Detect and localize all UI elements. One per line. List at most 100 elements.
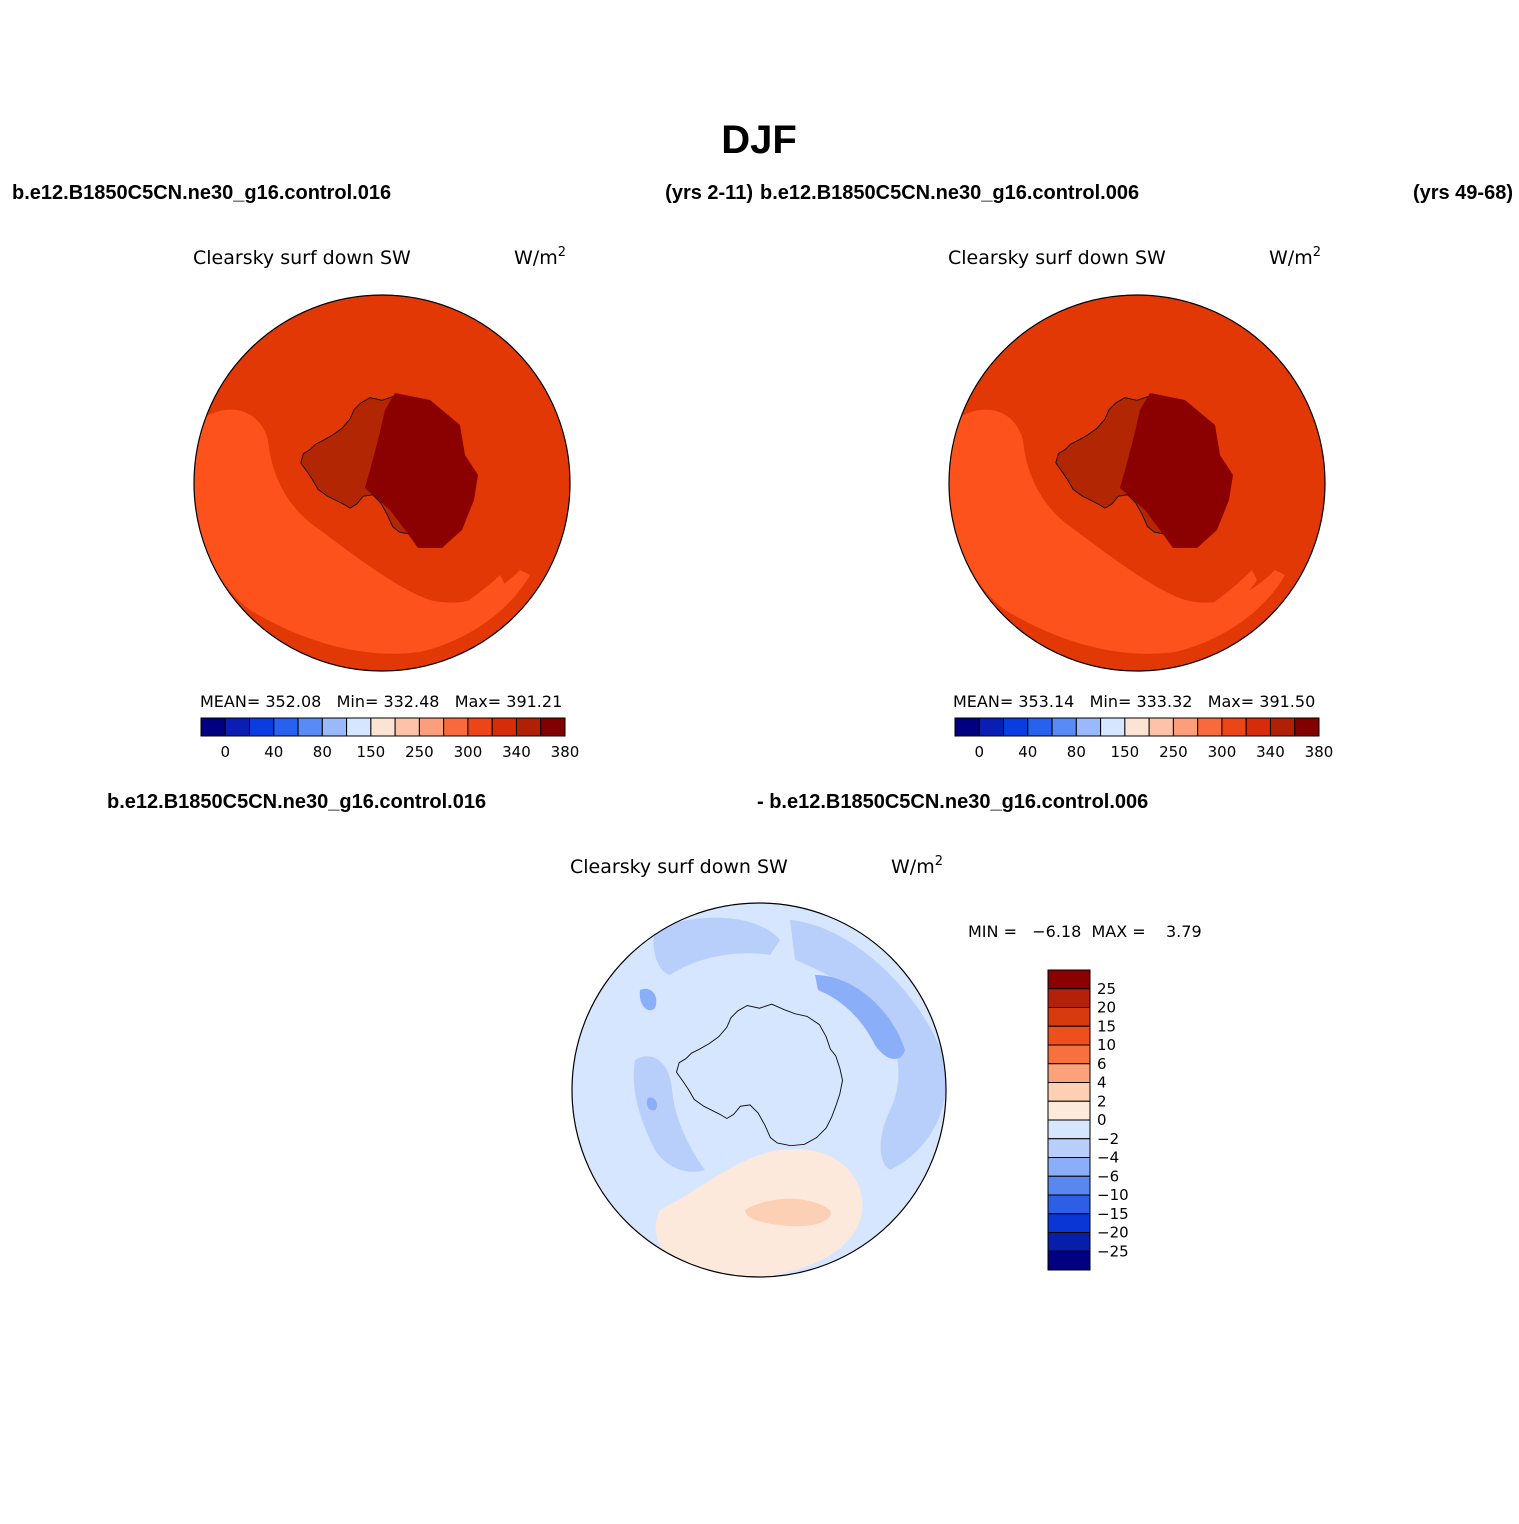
colorbar-box <box>394 717 420 737</box>
colorbar-tick-label: 10 <box>1097 1036 1116 1054</box>
colorbar-box <box>249 717 275 737</box>
panel1-variable: Clearsky surf down SW <box>193 247 411 269</box>
panel2-variable: Clearsky surf down SW <box>948 247 1166 269</box>
colorbar-tick-label: 150 <box>357 743 386 761</box>
colorbar-box <box>1047 1007 1091 1027</box>
map-panel-case1: Clearsky surf down SW W/m2 MEAN= 352.08 … <box>193 245 580 761</box>
colorbar-tick-label: 380 <box>1305 743 1334 761</box>
colorbar-box <box>1027 717 1053 737</box>
panel1-stats: MEAN= 352.08 Min= 332.48 Max= 391.21 <box>200 692 562 711</box>
colorbar-box <box>1047 1063 1091 1083</box>
colorbar-case1: 0 40 80 150 250 300 340 380 <box>200 717 580 761</box>
colorbar-tick-label: −25 <box>1097 1242 1129 1260</box>
colorbar-tick-label: 4 <box>1097 1074 1107 1092</box>
colorbar-box <box>200 717 226 737</box>
colorbar-box <box>1047 1213 1091 1233</box>
colorbar-tick-label: 6 <box>1097 1055 1107 1073</box>
colorbar-box <box>1047 1232 1091 1252</box>
colorbar-box <box>978 717 1005 737</box>
negative-anomaly-region <box>790 920 946 1170</box>
colorbar-tick-label: 80 <box>1067 743 1086 761</box>
case2-name: b.e12.B1850C5CN.ne30_g16.control.006 <box>760 182 1139 204</box>
colorbar-tick-label: 250 <box>405 743 434 761</box>
colorbar-box <box>1047 1044 1091 1065</box>
colorbar-tick-label: 250 <box>1159 743 1188 761</box>
colorbar-box <box>321 717 348 737</box>
colorbar-box <box>1047 1175 1091 1196</box>
colorbar-box <box>346 717 372 737</box>
lower-ocean-region <box>194 409 530 654</box>
colorbar-tick-label: −4 <box>1097 1149 1119 1167</box>
negative-anomaly-region <box>653 917 780 975</box>
panel1-units: W/m2 <box>514 245 566 269</box>
colorbar-tick-label: 80 <box>313 743 332 761</box>
diff-units: W/m2 <box>891 854 943 878</box>
map-panel-case2: Clearsky surf down SW W/m2 MEAN= 353.14 … <box>948 245 1334 761</box>
colorbar-box <box>1047 1082 1091 1102</box>
colorbar-box <box>443 717 469 737</box>
colorbar-tick-label: 20 <box>1097 999 1116 1017</box>
colorbar-box <box>1047 988 1091 1008</box>
case1-name: b.e12.B1850C5CN.ne30_g16.control.016 <box>12 182 391 204</box>
colorbar-tick-label: 0 <box>1097 1111 1107 1129</box>
diff-stats: MIN = −6.18 MAX = 3.79 <box>968 922 1202 941</box>
colorbar-box <box>1221 717 1247 737</box>
colorbar-box <box>1003 717 1029 737</box>
colorbar-tick-label: 25 <box>1097 980 1116 998</box>
case1-years: (yrs 2-11) <box>665 182 753 204</box>
colorbar-box <box>418 717 445 737</box>
map-panel-difference: Clearsky surf down SW W/m2 MIN = −6.18 M… <box>570 854 1202 1278</box>
colorbar-box <box>1294 717 1320 737</box>
colorbar-box <box>1047 1250 1091 1271</box>
colorbar-tick-label: 340 <box>502 743 531 761</box>
colorbar-box <box>1172 717 1199 737</box>
colorbar-box <box>1047 1119 1091 1140</box>
colorbar-tick-label: −10 <box>1097 1186 1129 1204</box>
antarctica-case2 <box>1055 393 1233 548</box>
colorbar-box <box>467 717 493 737</box>
colorbar-box <box>540 717 566 737</box>
colorbar-box <box>297 717 323 737</box>
antarctica-case1 <box>300 393 478 548</box>
colorbar-box <box>1075 717 1102 737</box>
diff-case2-name: - b.e12.B1850C5CN.ne30_g16.control.006 <box>757 791 1148 813</box>
colorbar-box <box>1047 1157 1091 1177</box>
diff-case1-name: b.e12.B1850C5CN.ne30_g16.control.016 <box>107 791 486 813</box>
colorbar-tick-label: 40 <box>264 743 283 761</box>
colorbar-box <box>1197 717 1223 737</box>
panel2-stats: MEAN= 353.14 Min= 333.32 Max= 391.50 <box>953 692 1315 711</box>
colorbar-tick-label: 0 <box>974 743 984 761</box>
colorbar-box <box>954 717 980 737</box>
colorbar-box <box>1100 717 1126 737</box>
colorbar-box <box>1245 717 1271 737</box>
colorbar-tick-label: 300 <box>1208 743 1237 761</box>
colorbar-tick-label: −6 <box>1097 1167 1119 1185</box>
colorbar-tick-label: 150 <box>1111 743 1140 761</box>
colorbar-tick-label: −20 <box>1097 1224 1129 1242</box>
figure-title: DJF <box>721 118 797 162</box>
case2-years: (yrs 49-68) <box>1413 182 1513 204</box>
colorbar-box <box>515 717 542 737</box>
colorbar-tick-label: 380 <box>551 743 580 761</box>
colorbar-box <box>1047 1138 1091 1158</box>
lower-ocean-region <box>949 409 1285 654</box>
colorbar-box <box>1047 969 1091 990</box>
colorbar-box <box>1148 717 1174 737</box>
colorbar-box <box>1124 717 1150 737</box>
colorbar-tick-label: −15 <box>1097 1205 1129 1223</box>
colorbar-tick-label: 15 <box>1097 1017 1116 1035</box>
colorbar-tick-label: −2 <box>1097 1130 1119 1148</box>
colorbar-tick-label: 340 <box>1256 743 1285 761</box>
colorbar-tick-label: 2 <box>1097 1092 1107 1110</box>
colorbar-tick-label: 0 <box>220 743 230 761</box>
colorbar-box <box>491 717 517 737</box>
colorbar-tick-label: 40 <box>1018 743 1037 761</box>
colorbar-box <box>1047 1025 1091 1046</box>
colorbar-box <box>1047 1194 1091 1215</box>
colorbar-box <box>370 717 396 737</box>
panel2-units: W/m2 <box>1269 245 1321 269</box>
colorbar-box <box>1269 717 1296 737</box>
colorbar-box <box>1047 1100 1091 1121</box>
